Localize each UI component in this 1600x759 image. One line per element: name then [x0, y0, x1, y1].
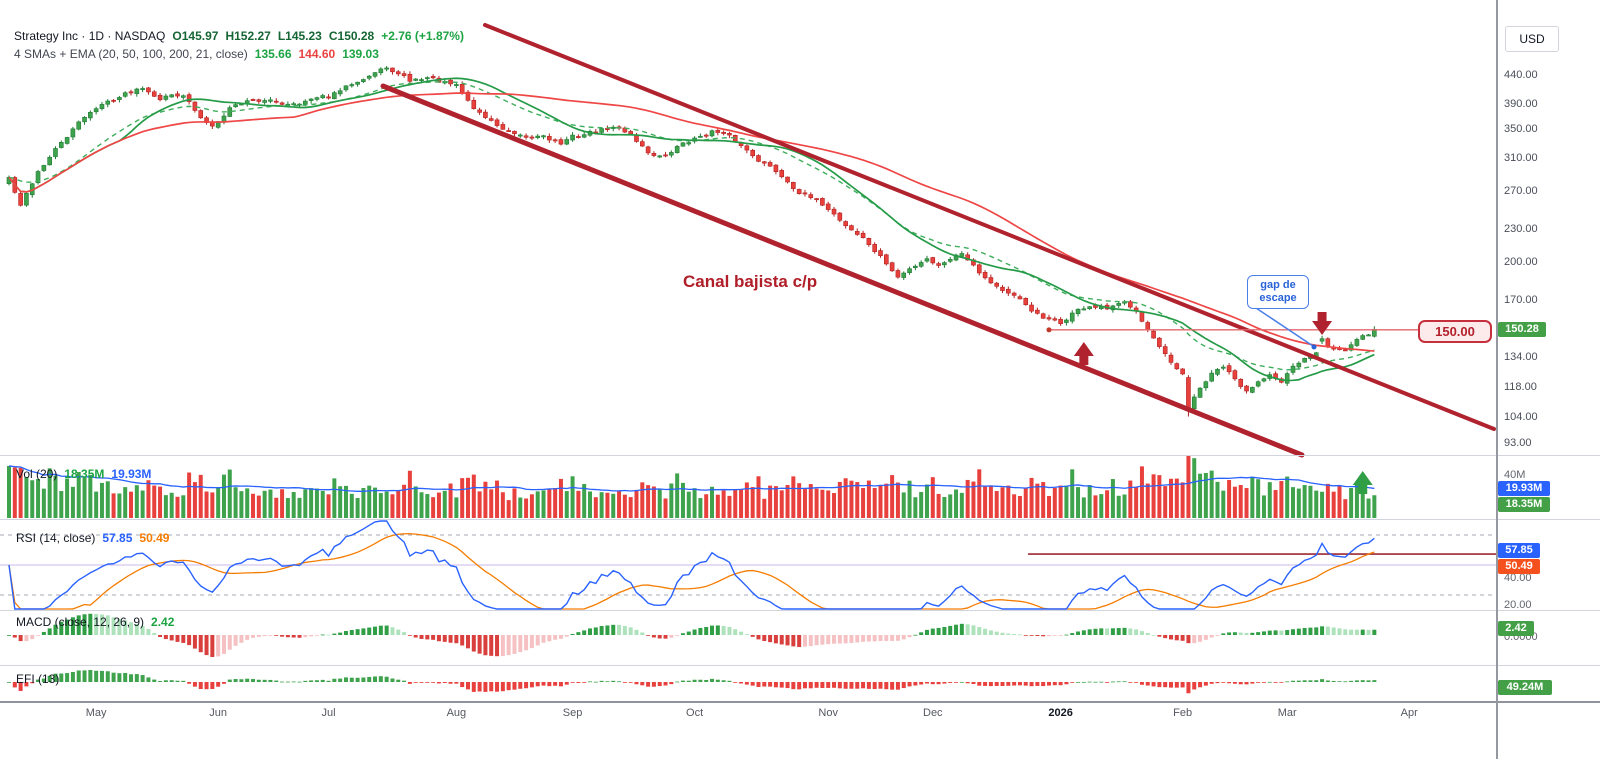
time-axis-tick-aug: Aug	[446, 707, 467, 719]
volume-pane-legend[interactable]: Vol (20) 18.35M 19.93M	[16, 467, 151, 481]
sma20-value: 135.66	[254, 47, 292, 61]
ohlc-open: O145.97	[172, 29, 219, 43]
gap-callout-line1: gap de	[1260, 279, 1296, 291]
price-axis-separator	[1496, 0, 1498, 759]
volume-current-value: 18.35M	[64, 467, 105, 481]
rsi-label: RSI (14, close)	[16, 531, 96, 545]
channel-annotation-label[interactable]: Canal bajista c/p	[683, 272, 818, 291]
price-axis-tick: 390.00	[1504, 97, 1538, 110]
candlestick-series[interactable]	[6, 65, 1377, 417]
macd-label: MACD (close, 12, 26, 9)	[16, 615, 145, 629]
sell-signal-arrow[interactable]	[1312, 312, 1333, 335]
ohlc-change: +2.76 (+1.87%)	[381, 29, 464, 43]
price-axis-tick: 118.00	[1504, 380, 1537, 393]
buy-signal-arrow[interactable]	[1073, 342, 1094, 365]
price-axis-tick: 104.00	[1504, 410, 1538, 423]
price-axis-tick: 350.00	[1504, 123, 1538, 136]
rsi-value-badge: 57.85	[1498, 543, 1540, 558]
price-axis-tick: 230.00	[1504, 222, 1538, 235]
time-axis-separator	[0, 701, 1600, 703]
price-axis-tick: 170.00	[1504, 294, 1538, 307]
price-axis-tick: 134.00	[1504, 350, 1538, 363]
symbol-title: Strategy Inc · 1D · NASDAQ	[14, 29, 166, 43]
ma-indicator-legend[interactable]: 4 SMAs + EMA (20, 50, 100, 200, 21, clos…	[14, 47, 379, 61]
macd-value-badge: 2.42	[1498, 621, 1534, 636]
rsi-pane-legend[interactable]: RSI (14, close) 57.85 50.49	[16, 531, 169, 545]
time-axis-tick-oct: Oct	[686, 707, 704, 719]
macd-pane-legend[interactable]: MACD (close, 12, 26, 9) 2.42	[16, 615, 174, 629]
ohlc-high: H152.27	[225, 29, 271, 43]
time-axis-tick-may: May	[85, 707, 107, 719]
ema21-value: 139.03	[342, 47, 379, 61]
volume-ma-value: 19.93M	[111, 467, 152, 481]
rsi-axis-label-40: 40.00	[1504, 572, 1532, 584]
price-level-label[interactable]: 150.00	[1418, 320, 1492, 343]
time-axis-tick-apr: Apr	[1400, 707, 1418, 719]
price-axis-tick: 440.00	[1504, 69, 1538, 81]
efi-value-badge: 49.24M	[1498, 680, 1552, 695]
macd-histogram	[7, 613, 1377, 657]
price-axis-tick: 93.00	[1504, 437, 1532, 450]
time-axis-tick-nov: Nov	[818, 707, 838, 719]
time-axis-tick-dec: Dec	[923, 707, 943, 719]
volume-axis-label: 40M	[1504, 469, 1526, 481]
divider-volume-rsi[interactable]	[0, 519, 1600, 520]
price-axis-tick: 270.00	[1504, 184, 1538, 197]
last-price-badge: 150.28	[1498, 322, 1546, 337]
efi-label: EFI (13)	[16, 672, 60, 686]
gap-callout[interactable]: gap de escape	[1247, 275, 1309, 309]
rsi-ma-badge: 50.49	[1498, 559, 1540, 574]
time-axis-tick-jul: Jul	[321, 707, 336, 719]
price-level-line[interactable]	[1046, 327, 1418, 333]
time-axis-tick-jun: Jun	[209, 707, 228, 719]
volume-histogram	[7, 456, 1377, 518]
time-axis-tick-2026: 2026	[1048, 707, 1073, 719]
divider-rsi-macd[interactable]	[0, 610, 1600, 611]
volume-ma-badge: 19.93M	[1498, 481, 1550, 496]
volume-signal-arrow[interactable]	[1352, 471, 1373, 494]
volume-current-badge: 18.35M	[1498, 497, 1550, 512]
rsi-ma-value: 50.49	[139, 531, 170, 545]
time-axis-tick-feb: Feb	[1173, 707, 1193, 719]
bearish-channel-trendlines[interactable]	[380, 23, 1496, 458]
ohlc-close: C150.28	[328, 29, 375, 43]
volume-ma-line	[8, 465, 1375, 492]
gap-callout-line2: escape	[1259, 292, 1297, 304]
ma-indicator-label: 4 SMAs + EMA (20, 50, 100, 200, 21, clos…	[14, 47, 248, 61]
divider-main-volume[interactable]	[0, 455, 1600, 456]
efi-pane-legend[interactable]: EFI (13)	[16, 672, 59, 686]
price-axis[interactable]: 440.00 390.00 350.00 310.00 270.00 230.00 200.…	[1497, 0, 1600, 759]
divider-macd-efi[interactable]	[0, 665, 1600, 666]
price-axis-tick: 200.00	[1504, 255, 1538, 268]
macd-value: 2.42	[151, 615, 175, 629]
efi-histogram	[7, 670, 1377, 694]
rsi-axis-label-20: 20.00	[1504, 599, 1532, 611]
rsi-value: 57.85	[102, 531, 133, 545]
ohlc-low: L145.23	[277, 29, 322, 43]
time-axis-tick-sep: Sep	[562, 707, 583, 719]
symbol-legend[interactable]: Strategy Inc · 1D · NASDAQ O145.97 H152.…	[14, 29, 464, 43]
time-axis-tick-mar: Mar	[1277, 707, 1297, 719]
volume-label: Vol (20)	[16, 467, 58, 481]
sma20-line	[8, 77, 1375, 382]
sma50-value: 144.60	[298, 47, 336, 61]
gap-callout-pointer[interactable]	[1255, 307, 1317, 350]
rsi-line	[8, 520, 1375, 610]
currency-button[interactable]: USD	[1505, 26, 1559, 52]
rsi-level-lines	[0, 534, 1496, 596]
rsi-ma-line	[8, 533, 1375, 610]
price-axis-tick: 310.00	[1504, 151, 1538, 164]
sma50-line	[8, 92, 1375, 352]
